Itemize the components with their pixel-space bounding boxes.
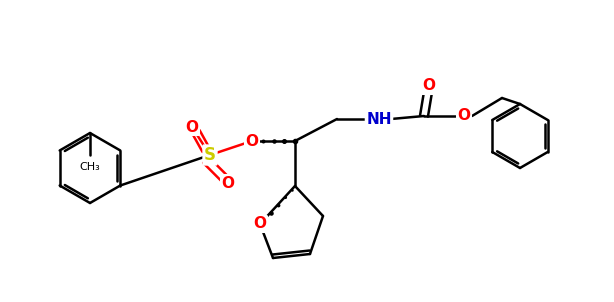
Text: NH: NH xyxy=(366,111,392,127)
Text: O: O xyxy=(185,120,198,134)
Text: CH₃: CH₃ xyxy=(80,162,100,172)
Text: O: O xyxy=(457,108,470,124)
Text: O: O xyxy=(246,133,258,149)
Text: O: O xyxy=(254,217,266,232)
Text: S: S xyxy=(204,146,216,164)
Text: O: O xyxy=(222,175,235,191)
Text: O: O xyxy=(422,79,435,94)
